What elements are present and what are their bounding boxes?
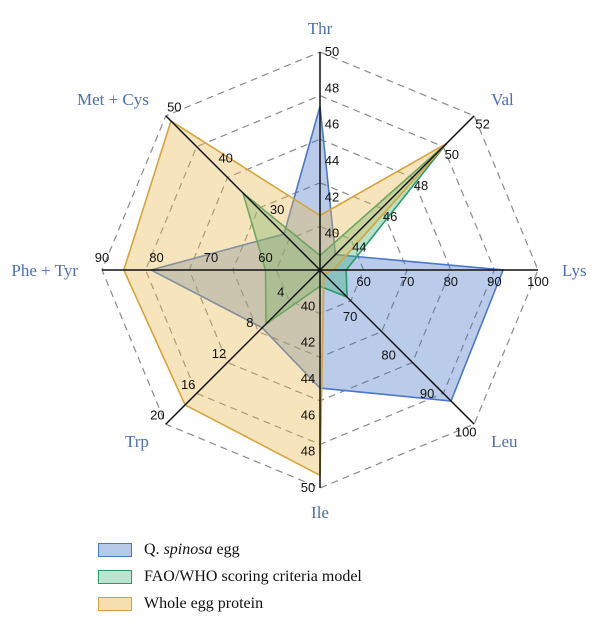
tick-label: 46 [383,209,397,224]
tick-label: 100 [527,274,549,289]
tick-label: 80 [381,348,395,363]
tick-label: 60 [258,250,272,265]
legend-label-q-spinosa: Q. spinosa egg [144,540,240,558]
axis-name: Trp [125,432,149,451]
tick-label: 48 [325,80,339,95]
tick-label: 40 [218,151,232,166]
legend: Q. spinosa egg FAO/WHO scoring criteria … [98,536,362,617]
tick-label: 40 [301,298,315,313]
axis-name: Met + Cys [77,90,149,109]
tick-label: 44 [352,240,366,255]
tick-label: 40 [325,226,339,241]
tick-label: 48 [414,178,428,193]
tick-label: 80 [444,274,458,289]
axis-line [319,269,475,425]
legend-item-q-spinosa: Q. spinosa egg [98,536,362,563]
legend-swatch-fao-who [98,569,132,584]
axis-name: Thr [308,19,333,38]
tick-label: 52 [475,116,489,131]
tick-label: 90 [487,274,501,289]
tick-label: 100 [455,425,477,440]
tick-label: 90 [420,386,434,401]
tick-label: 70 [204,250,218,265]
tick-label: 42 [301,335,315,350]
axis-line [165,269,321,425]
tick-label: 70 [400,274,414,289]
legend-label-whole-egg: Whole egg protein [144,594,264,612]
radar-series [122,106,505,477]
tick-label: 50 [445,147,459,162]
tick-label: 30 [270,202,284,217]
tick-label: 50 [301,480,315,495]
tick-label: 44 [325,153,339,168]
tick-label: 70 [343,309,357,324]
tick-label: 48 [301,444,315,459]
tick-label: 90 [95,250,109,265]
legend-label-fao-who: FAO/WHO scoring criteria model [144,567,362,585]
legend-item-fao-who: FAO/WHO scoring criteria model [98,563,362,590]
tick-label: 50 [325,44,339,59]
tick-label: 46 [325,117,339,132]
tick-label: 60 [356,274,370,289]
axis-name: Lys [562,261,587,280]
axis-name: Phe + Tyr [11,261,78,280]
tick-label: 42 [325,189,339,204]
tick-label: 12 [212,346,226,361]
tick-label: 4 [277,284,284,299]
legend-swatch-whole-egg [98,596,132,611]
tick-label: 80 [149,250,163,265]
tick-label: 50 [167,99,181,114]
tick-label: 44 [301,371,315,386]
tick-label: 20 [150,408,164,423]
grid-ring [101,51,539,489]
axis-name: Val [491,90,514,109]
legend-swatch-q-spinosa [98,542,132,557]
tick-label: 16 [181,377,195,392]
tick-label: 46 [301,407,315,422]
axis-line [165,115,321,271]
tick-label: 8 [246,315,253,330]
legend-item-whole-egg: Whole egg protein [98,590,362,617]
axis-name: Ile [311,503,329,522]
axis-line [319,115,475,271]
axis-name: Leu [491,432,518,451]
